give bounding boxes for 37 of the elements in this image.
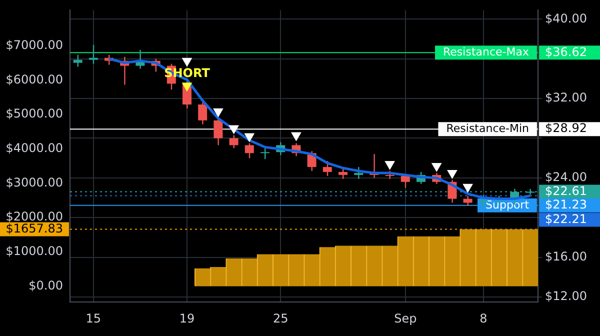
x-tick-label: Sep bbox=[394, 311, 417, 326]
y2-tick-label: $0.00 bbox=[28, 278, 63, 292]
y-tick-label: $16.00 bbox=[545, 249, 587, 264]
y2-tick-label: $5000.00 bbox=[6, 106, 63, 121]
y-tick-label: $36.62 bbox=[545, 44, 587, 59]
y-tick-label: $28.92 bbox=[545, 121, 587, 136]
point bbox=[228, 125, 239, 134]
point bbox=[447, 170, 458, 178]
x-tick-label: 25 bbox=[272, 311, 288, 326]
y-tick-label: $32.00 bbox=[545, 90, 587, 105]
point bbox=[182, 58, 192, 66]
point bbox=[462, 184, 473, 192]
ref-line-label: Resistance-Max bbox=[443, 46, 530, 59]
point bbox=[213, 108, 224, 117]
ref-line-label: Support bbox=[486, 198, 530, 212]
y2-tick-label: $4000.00 bbox=[6, 141, 63, 156]
y-tick-label: $40.00 bbox=[545, 11, 587, 26]
x-tick-label: 8 bbox=[480, 311, 488, 326]
x-tick-label: 19 bbox=[179, 311, 195, 326]
y-tick-label: $22.61 bbox=[545, 184, 587, 198]
y2-tick-label: $1000.00 bbox=[6, 244, 63, 258]
y2-tick-label: $7000.00 bbox=[6, 38, 63, 52]
point bbox=[384, 161, 395, 170]
point bbox=[244, 133, 254, 142]
y-tick-label: $12.00 bbox=[545, 289, 587, 304]
x-tick-label: 15 bbox=[86, 311, 102, 326]
y2-tick-label: $3000.00 bbox=[6, 175, 63, 190]
y-tick-label: $21.23 bbox=[545, 198, 587, 212]
y2-tick-label: $1657.83 bbox=[6, 221, 63, 236]
y2-tick-label: $2000.00 bbox=[6, 210, 63, 224]
y-tick-label: $24.00 bbox=[545, 170, 587, 184]
point bbox=[182, 82, 192, 92]
ref-line-label: $22.21 bbox=[545, 212, 587, 226]
point bbox=[432, 163, 442, 172]
y2-tick-label: $6000.00 bbox=[6, 72, 63, 86]
ref-line-label: Resistance-Min bbox=[446, 122, 530, 135]
point bbox=[291, 132, 302, 141]
